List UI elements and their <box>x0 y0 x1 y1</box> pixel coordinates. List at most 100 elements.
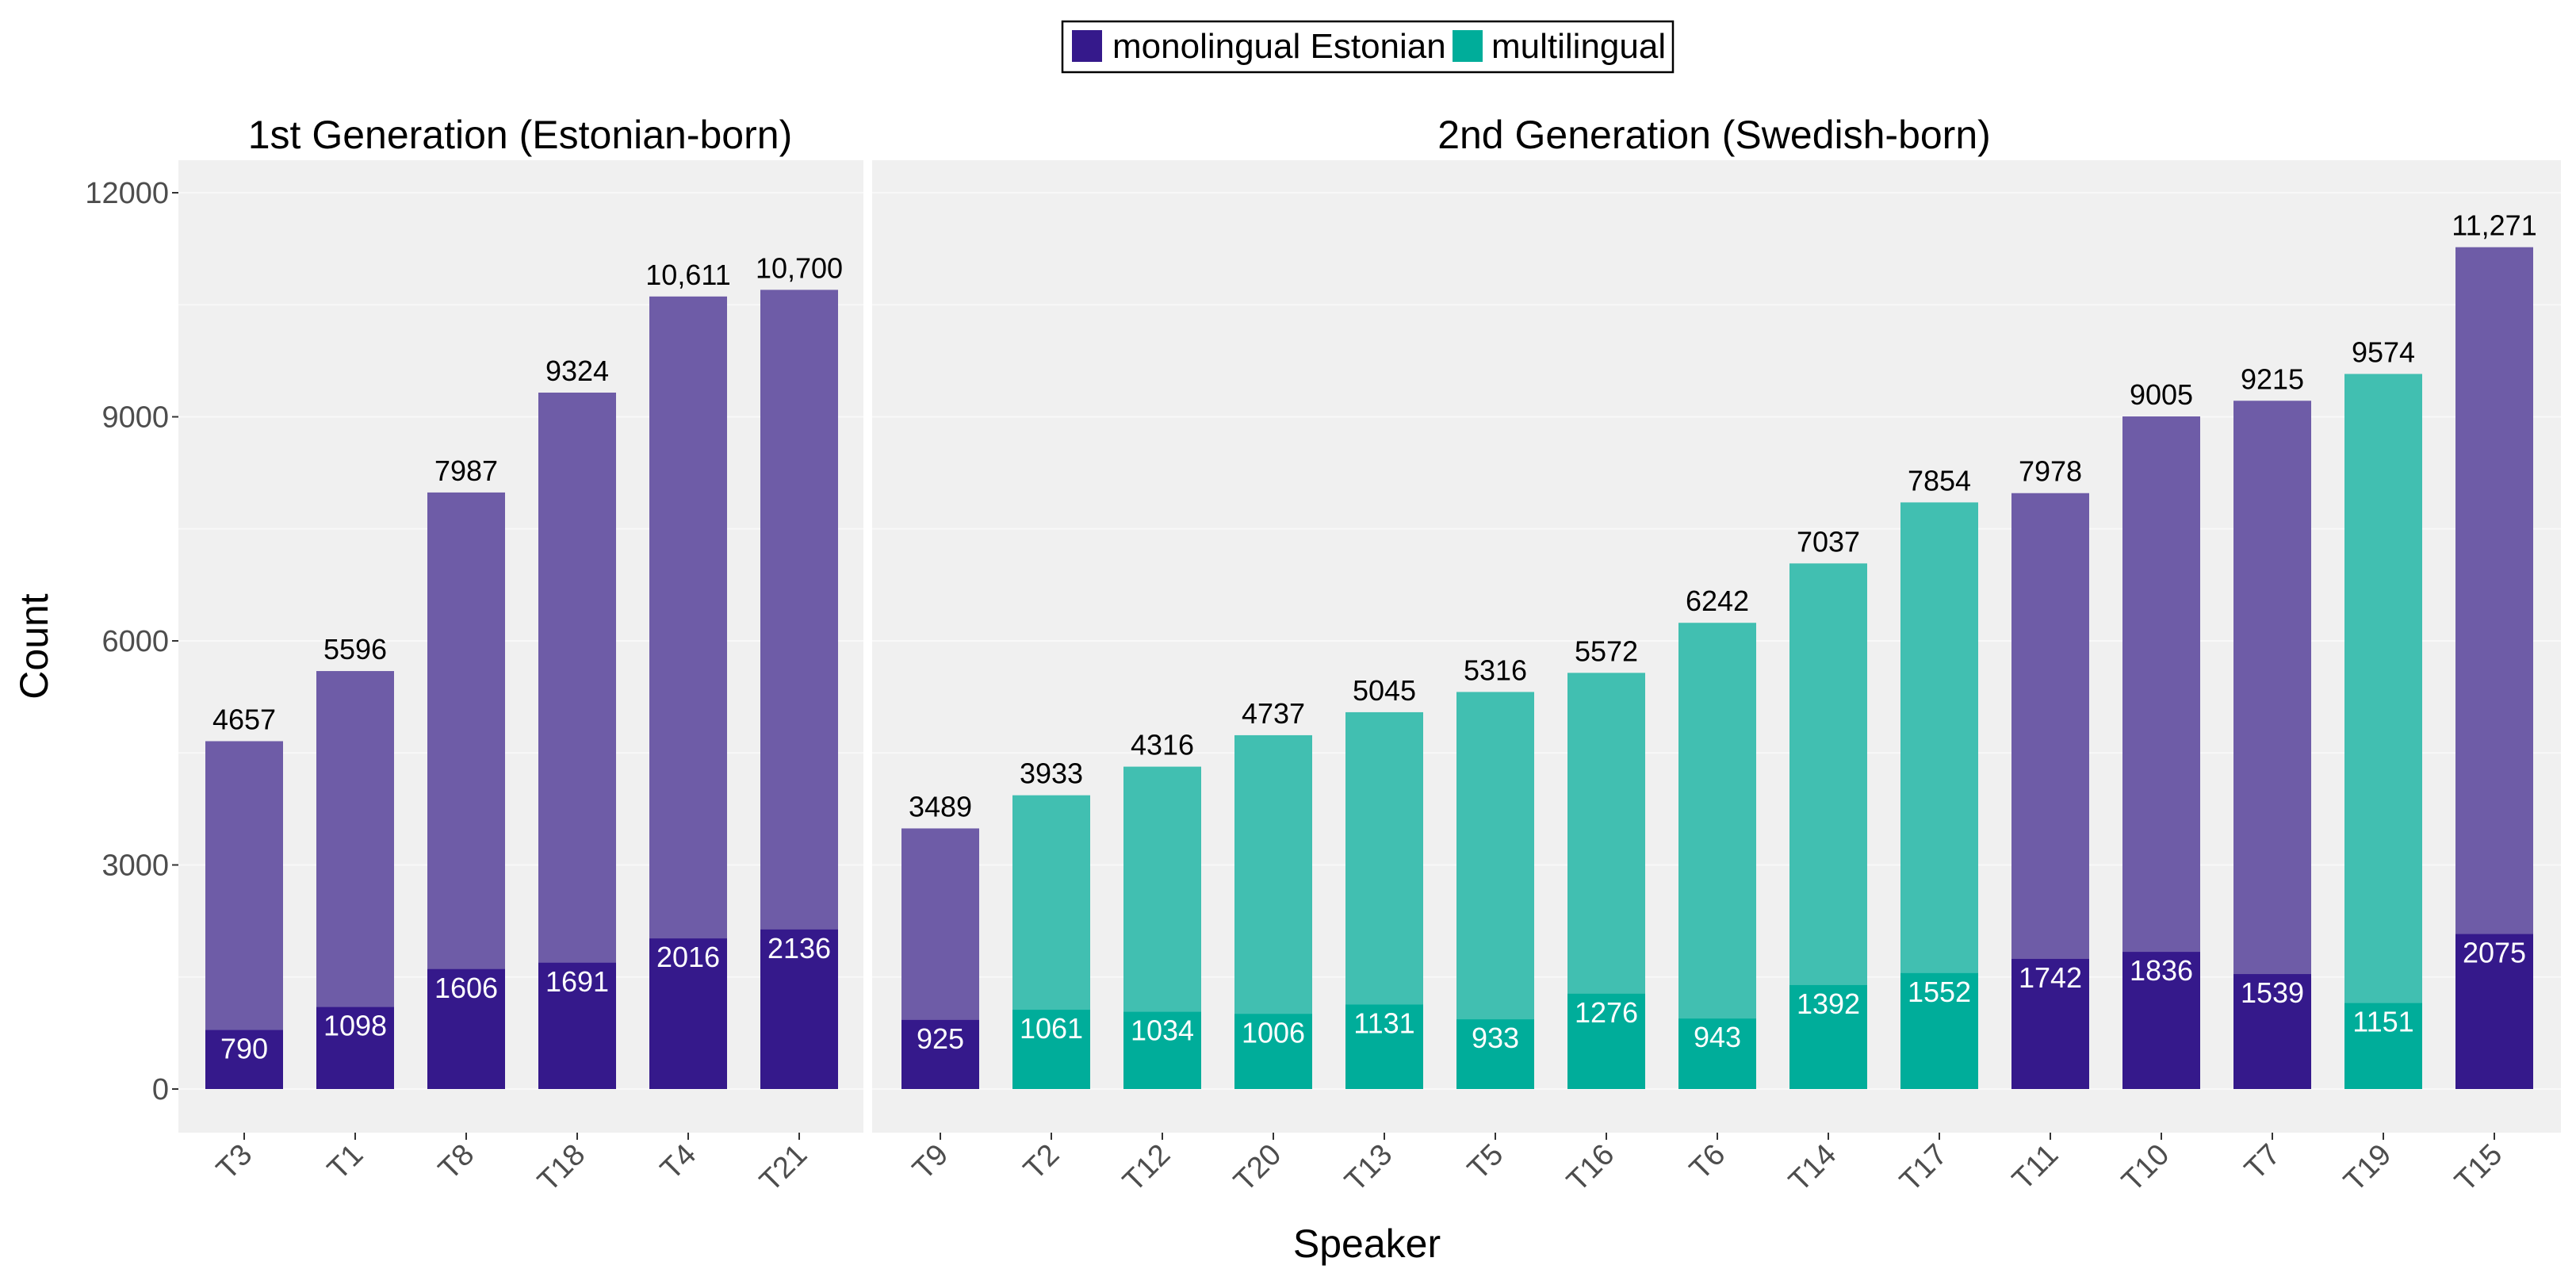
total-label-T18: 9324 <box>545 355 609 387</box>
x-tick-label-T15: T15 <box>2448 1138 2509 1198</box>
total-label-T15: 11,271 <box>2452 209 2536 242</box>
bar-total-T6 <box>1678 623 1756 1089</box>
total-label-T1: 5596 <box>323 633 387 665</box>
bar-inner-T17 <box>1900 972 1978 1089</box>
legend: monolingual Estonian multilingual <box>1061 20 1675 74</box>
inner-label-T14: 1392 <box>1797 987 1860 1020</box>
bar-inner-T14 <box>1789 984 1867 1089</box>
bar-inner-T1 <box>316 1007 394 1089</box>
panel-title-second-generation: 2nd Generation (Swedish-born) <box>1437 113 1991 157</box>
total-label-T6: 6242 <box>1686 585 1749 617</box>
y-tick-label: 0 <box>152 1073 169 1106</box>
inner-label-T16: 1276 <box>1575 996 1638 1029</box>
bar-labels: 4657 790 5596 1098 7987 1606 9324 1691 10,611 201… <box>212 209 2537 1065</box>
legend-swatch-multilingual <box>1453 30 1483 62</box>
x-tick-label-T1: T1 <box>321 1138 369 1187</box>
x-tick-label-T9: T9 <box>906 1138 955 1187</box>
inner-label-T17: 1552 <box>1908 976 1971 1008</box>
bar-inner-T4 <box>649 938 727 1089</box>
total-label-T3: 4657 <box>212 703 276 735</box>
x-tick-label-T11: T11 <box>2006 1138 2065 1197</box>
panel-background-first-generation <box>178 160 863 1133</box>
inner-label-T19: 1151 <box>2352 1006 2413 1038</box>
bar-inner-T21 <box>760 929 838 1089</box>
y-axis: 0 3000 6000 9000 12000 <box>85 177 178 1106</box>
total-label-T7: 9215 <box>2241 362 2304 395</box>
x-tick-label-T7: T7 <box>2238 1138 2287 1187</box>
total-label-T5: 5316 <box>1464 654 1527 686</box>
total-label-T8: 7987 <box>434 454 498 487</box>
inner-label-T15: 2075 <box>2463 937 2526 969</box>
bar-inner-T7 <box>2233 974 2311 1089</box>
total-label-T4: 10,611 <box>645 259 730 291</box>
legend-label-monolingual: monolingual Estonian <box>1112 27 1446 66</box>
x-tick-label-T14: T14 <box>1782 1138 1843 1198</box>
inner-label-T13: 1131 <box>1353 1007 1414 1039</box>
x-tick-label-T19: T19 <box>2337 1138 2398 1198</box>
x-axis: T3 T1 T8 T18 T4 T21 T9 T2 T12 T20 T13 T5 T16 T6 T14 T17… <box>210 1133 2509 1198</box>
x-tick-label-T2: T2 <box>1017 1138 1066 1187</box>
total-label-T9: 3489 <box>909 790 972 823</box>
x-tick-label-T20: T20 <box>1227 1138 1288 1198</box>
x-tick-label-T16: T16 <box>1560 1138 1621 1198</box>
bar-inner-T2 <box>1012 1010 1090 1089</box>
inner-label-T2: 1061 <box>1020 1012 1083 1045</box>
total-label-T11: 7978 <box>2019 455 2082 488</box>
bar-total-T19 <box>2344 374 2422 1089</box>
bar-inner-T19 <box>2344 1003 2422 1089</box>
bar-inner-T8 <box>427 968 505 1089</box>
total-label-T14: 7037 <box>1797 525 1860 558</box>
inner-label-T1: 1098 <box>323 1010 387 1042</box>
total-label-T2: 3933 <box>1020 757 1083 790</box>
bar-inner-T3 <box>205 1030 283 1089</box>
x-tick-label-T4: T4 <box>654 1138 702 1187</box>
bar-inner-T6 <box>1678 1018 1756 1089</box>
total-label-T20: 4737 <box>1242 697 1305 730</box>
x-tick-label-T3: T3 <box>210 1138 258 1187</box>
inner-label-T11: 1742 <box>2019 961 2082 994</box>
inner-label-T4: 2016 <box>656 941 720 973</box>
total-label-T12: 4316 <box>1131 729 1194 761</box>
bar-inner-T10 <box>2122 952 2200 1089</box>
total-label-T21: 10,700 <box>756 251 843 284</box>
inner-label-T5: 933 <box>1472 1022 1519 1054</box>
x-tick-label-T8: T8 <box>432 1138 480 1187</box>
y-tick-label: 12000 <box>85 177 169 210</box>
inner-label-T20: 1006 <box>1242 1016 1305 1049</box>
legend-frame <box>1061 20 1675 74</box>
bar-inner-T16 <box>1567 993 1645 1089</box>
total-label-T10: 9005 <box>2130 378 2193 411</box>
y-tick-label: 9000 <box>101 401 169 435</box>
inner-label-T9: 925 <box>917 1022 964 1055</box>
x-axis-title: Speaker <box>1293 1221 1441 1266</box>
bar-inner-T18 <box>538 962 616 1089</box>
inner-label-T6: 943 <box>1694 1021 1741 1053</box>
bar-inner-T20 <box>1234 1014 1312 1089</box>
x-tick-label-T5: T5 <box>1461 1138 1510 1187</box>
total-label-T17: 7854 <box>1908 464 1971 497</box>
x-tick-label-T13: T13 <box>1338 1138 1399 1198</box>
panel-title-first-generation: 1st Generation (Estonian-born) <box>248 113 792 157</box>
x-tick-label-T6: T6 <box>1683 1138 1732 1187</box>
inner-label-T3: 790 <box>220 1033 268 1065</box>
total-label-T13: 5045 <box>1353 674 1416 707</box>
bar-inner-T15 <box>2455 934 2533 1089</box>
total-label-T19: 9574 <box>2352 336 2415 368</box>
bar-inner-T5 <box>1456 1019 1534 1089</box>
bars <box>205 247 2533 1090</box>
x-tick-label-T12: T12 <box>1116 1138 1177 1198</box>
inner-label-T8: 1606 <box>434 972 498 1004</box>
total-label-T16: 5572 <box>1575 635 1638 667</box>
inner-label-T12: 1034 <box>1131 1014 1194 1047</box>
bar-inner-T11 <box>2011 958 2089 1089</box>
y-axis-title: Count <box>12 593 56 700</box>
inner-label-T21: 2136 <box>767 932 831 964</box>
inner-label-T18: 1691 <box>545 965 609 998</box>
legend-swatch-monolingual <box>1072 30 1102 62</box>
x-tick-label-T21: T21 <box>753 1138 813 1198</box>
bar-inner-T9 <box>901 1019 979 1089</box>
x-tick-label-T18: T18 <box>531 1138 591 1198</box>
legend-label-multilingual: multilingual <box>1491 27 1666 66</box>
x-tick-label-T17: T17 <box>1893 1138 1954 1198</box>
